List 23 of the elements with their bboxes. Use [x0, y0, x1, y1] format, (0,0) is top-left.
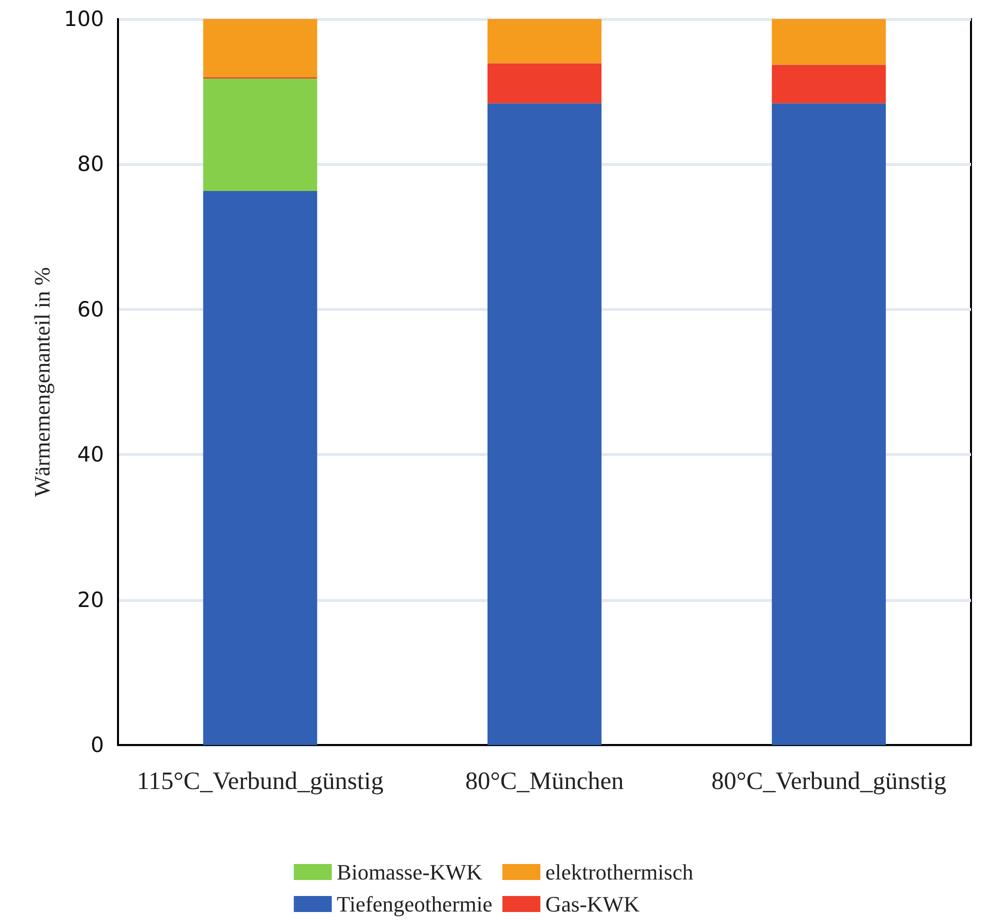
bar	[772, 103, 886, 745]
y-tick-label: 60	[77, 297, 104, 322]
legend-label: Gas-KWK	[545, 892, 640, 916]
y-tick-label: 0	[90, 733, 104, 757]
x-tick-label: 80°C_Verbund_günstig	[711, 768, 947, 795]
legend-label: Biomasse-KWK	[336, 860, 482, 884]
bar	[203, 78, 318, 192]
bar	[488, 63, 602, 104]
y-tick-label: 100	[64, 7, 104, 31]
y-tick-label: 40	[77, 442, 104, 467]
bar	[488, 19, 602, 64]
legend-label: elektrothermisch	[545, 860, 694, 884]
bar	[203, 191, 318, 745]
x-tick-label: 115°C_Verbund_günstig	[136, 768, 384, 795]
y-tick-label: 80	[77, 152, 104, 176]
bar	[488, 103, 602, 745]
bar	[772, 19, 886, 65]
x-tick-label: 80°C_München	[465, 768, 624, 795]
legend-label: Tiefengeothermie	[336, 892, 492, 916]
y-tick-label: 20	[77, 588, 104, 612]
bar	[203, 19, 318, 78]
bar	[772, 64, 886, 104]
y-axis-title: Wärmemengenanteil in %	[30, 267, 55, 497]
